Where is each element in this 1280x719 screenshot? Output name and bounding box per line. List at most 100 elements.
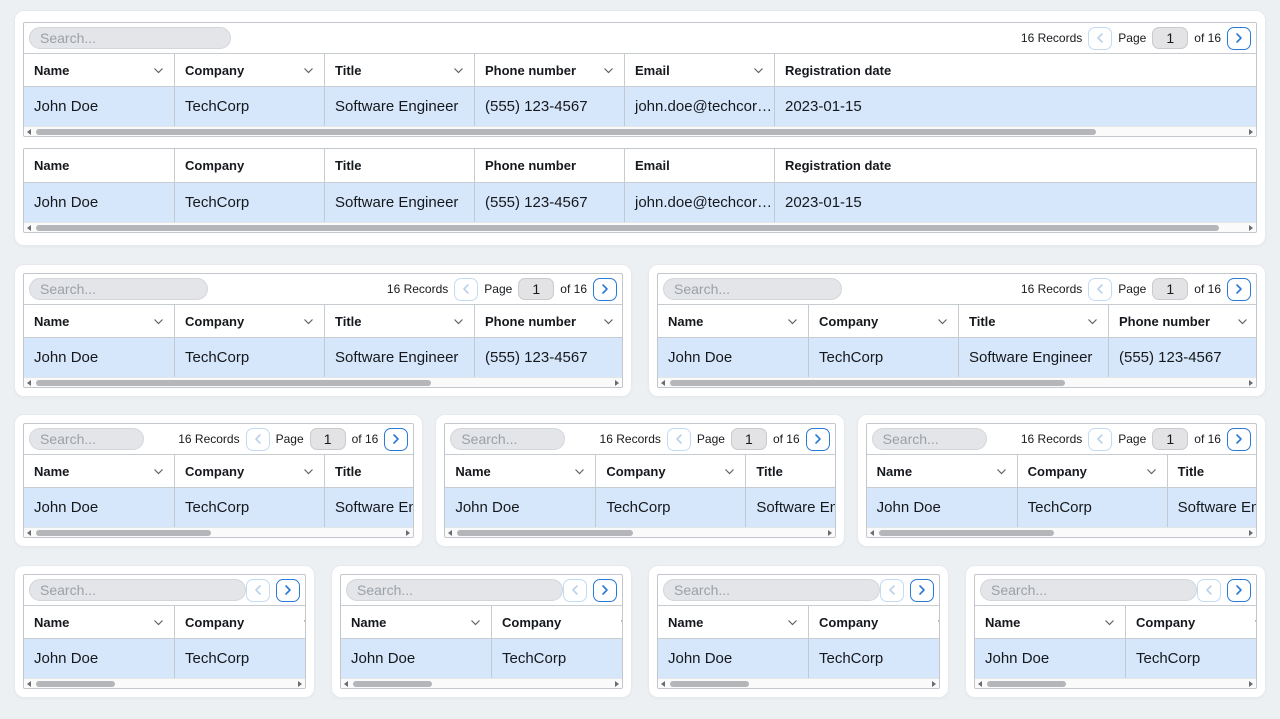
scroll-left-arrow-icon[interactable] xyxy=(27,380,31,386)
column-header-name[interactable]: Name xyxy=(24,149,174,182)
table-row[interactable]: John Doe TechCorp Software Engineer xyxy=(24,488,414,527)
column-header-name[interactable]: Name xyxy=(24,606,174,638)
table-row[interactable]: John Doe TechCorp Software Engineer (555… xyxy=(24,338,622,377)
column-header-company[interactable]: Company xyxy=(808,606,939,638)
column-header-phone[interactable]: Phone number xyxy=(474,305,622,337)
table-row[interactable]: John Doe TechCorp xyxy=(658,639,939,678)
horizontal-scrollbar[interactable] xyxy=(24,678,305,688)
column-header-name[interactable]: Name xyxy=(658,305,808,337)
table-row[interactable]: John Doe TechCorp xyxy=(24,639,305,678)
column-header-company[interactable]: Company xyxy=(174,455,324,487)
column-header-name[interactable]: Name xyxy=(975,606,1125,638)
table-row[interactable]: John Doe TechCorp xyxy=(975,639,1256,678)
horizontal-scrollbar[interactable] xyxy=(24,377,622,387)
column-header-phone[interactable]: Phone number xyxy=(474,54,624,86)
search-input[interactable] xyxy=(663,579,880,601)
next-page-button[interactable] xyxy=(910,578,934,602)
column-header-name[interactable]: Name xyxy=(24,305,174,337)
scroll-right-arrow-icon[interactable] xyxy=(827,530,832,536)
column-header-company[interactable]: Company xyxy=(491,606,622,638)
scroll-left-arrow-icon[interactable] xyxy=(661,380,665,386)
scroll-left-arrow-icon[interactable] xyxy=(27,530,31,536)
page-number-input[interactable] xyxy=(730,428,767,450)
column-header-title[interactable]: Title xyxy=(958,305,1108,337)
next-page-button[interactable] xyxy=(805,427,830,451)
next-page-button[interactable] xyxy=(593,277,617,301)
page-number-input[interactable] xyxy=(1152,27,1189,49)
scroll-right-arrow-icon[interactable] xyxy=(406,530,411,536)
scrollbar-thumb[interactable] xyxy=(987,681,1066,687)
column-header-title[interactable]: Title xyxy=(324,54,474,86)
next-page-button[interactable] xyxy=(593,578,617,602)
scrollbar-thumb[interactable] xyxy=(36,129,1096,135)
page-number-input[interactable] xyxy=(518,278,555,300)
table-row[interactable]: John Doe TechCorp Software Engineer xyxy=(445,488,835,527)
horizontal-scrollbar[interactable] xyxy=(24,222,1256,232)
scroll-left-arrow-icon[interactable] xyxy=(344,681,348,687)
search-input[interactable] xyxy=(663,278,842,300)
column-header-company[interactable]: Company xyxy=(808,305,958,337)
column-header-registration-date[interactable]: Registration date xyxy=(774,54,1256,86)
scroll-left-arrow-icon[interactable] xyxy=(978,681,982,687)
table-row[interactable]: John Doe TechCorp Software Engineer (555… xyxy=(24,87,1256,126)
next-page-button[interactable] xyxy=(276,578,300,602)
prev-page-button[interactable] xyxy=(1088,277,1113,301)
column-header-name[interactable]: Name xyxy=(341,606,491,638)
search-input[interactable] xyxy=(29,428,144,450)
column-header-company[interactable]: Company xyxy=(174,54,324,86)
next-page-button[interactable] xyxy=(384,427,409,451)
horizontal-scrollbar[interactable] xyxy=(975,678,1256,688)
search-input[interactable] xyxy=(29,27,231,49)
search-input[interactable] xyxy=(980,579,1197,601)
next-page-button[interactable] xyxy=(1226,427,1251,451)
page-number-input[interactable] xyxy=(1152,428,1189,450)
column-header-phone[interactable]: Phone number xyxy=(1108,305,1256,337)
horizontal-scrollbar[interactable] xyxy=(658,377,1256,387)
column-header-name[interactable]: Name xyxy=(24,54,174,86)
scroll-right-arrow-icon[interactable] xyxy=(615,380,619,386)
search-input[interactable] xyxy=(29,579,246,601)
prev-page-button[interactable] xyxy=(1088,427,1113,451)
column-header-name[interactable]: Name xyxy=(658,606,808,638)
horizontal-scrollbar[interactable] xyxy=(658,678,939,688)
search-input[interactable] xyxy=(346,579,563,601)
scroll-right-arrow-icon[interactable] xyxy=(1248,530,1253,536)
scrollbar-thumb[interactable] xyxy=(878,530,1054,536)
next-page-button[interactable] xyxy=(1227,277,1251,301)
scrollbar-thumb[interactable] xyxy=(36,225,1219,231)
horizontal-scrollbar[interactable] xyxy=(341,678,622,688)
next-page-button[interactable] xyxy=(1227,578,1251,602)
prev-page-button[interactable] xyxy=(246,578,270,602)
column-header-email[interactable]: Email xyxy=(624,54,774,86)
table-row[interactable]: John Doe TechCorp xyxy=(341,639,622,678)
scroll-left-arrow-icon[interactable] xyxy=(869,530,874,536)
table-row[interactable]: John Doe TechCorp Software Engineer xyxy=(866,488,1256,527)
column-header-name[interactable]: Name xyxy=(445,455,595,487)
column-header-company[interactable]: Company xyxy=(1125,606,1256,638)
page-number-input[interactable] xyxy=(1152,278,1189,300)
scroll-right-arrow-icon[interactable] xyxy=(1249,129,1253,135)
prev-page-button[interactable] xyxy=(454,277,479,301)
scrollbar-thumb[interactable] xyxy=(353,681,432,687)
scroll-right-arrow-icon[interactable] xyxy=(615,681,619,687)
prev-page-button[interactable] xyxy=(563,578,587,602)
column-header-company[interactable]: Company xyxy=(174,305,324,337)
horizontal-scrollbar[interactable] xyxy=(866,527,1256,537)
scrollbar-thumb[interactable] xyxy=(670,380,1065,386)
column-header-company[interactable]: Company xyxy=(595,455,745,487)
scroll-left-arrow-icon[interactable] xyxy=(448,530,453,536)
scrollbar-thumb[interactable] xyxy=(36,530,212,536)
page-number-input[interactable] xyxy=(309,428,346,450)
search-input[interactable] xyxy=(450,428,566,450)
horizontal-scrollbar[interactable] xyxy=(445,527,835,537)
scroll-right-arrow-icon[interactable] xyxy=(1249,681,1253,687)
prev-page-button[interactable] xyxy=(1197,578,1221,602)
table-row[interactable]: John Doe TechCorp Software Engineer (555… xyxy=(24,183,1256,222)
column-header-company[interactable]: Company xyxy=(1016,455,1167,487)
column-header-title[interactable]: Title xyxy=(324,455,413,487)
column-header-name[interactable]: Name xyxy=(24,455,174,487)
scroll-right-arrow-icon[interactable] xyxy=(1249,225,1253,231)
prev-page-button[interactable] xyxy=(245,427,270,451)
column-header-title[interactable]: Title xyxy=(324,149,474,182)
next-page-button[interactable] xyxy=(1227,26,1251,50)
